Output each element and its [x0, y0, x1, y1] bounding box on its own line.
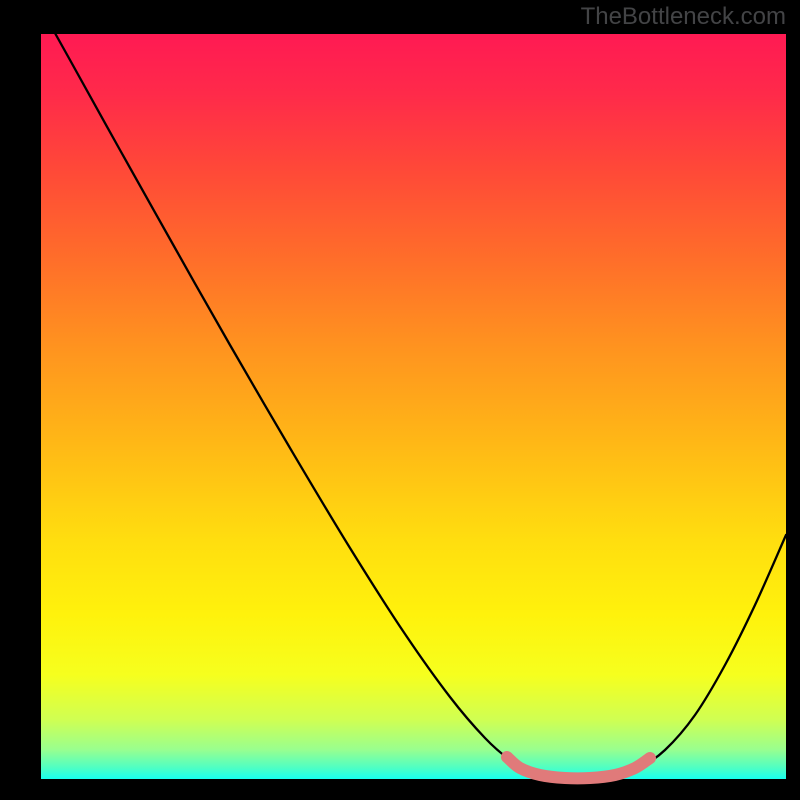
curve-layer [0, 0, 800, 800]
bottleneck-curve [41, 8, 786, 778]
watermark-text: TheBottleneck.com [581, 3, 786, 31]
valley-highlight [507, 757, 650, 778]
chart-stage: TheBottleneck.com [0, 0, 800, 800]
